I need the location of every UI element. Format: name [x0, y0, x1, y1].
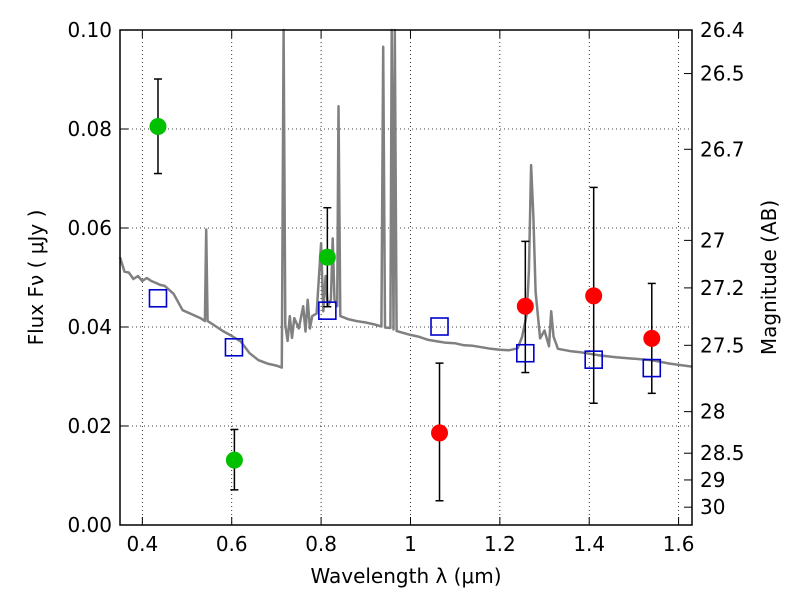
data-point-circle — [643, 329, 661, 347]
data-point-square — [516, 343, 535, 363]
y2-tick-label: 26.7 — [700, 137, 745, 161]
model-spectrum — [118, 28, 693, 369]
y-tick-label: 0.08 — [67, 117, 112, 141]
x-tick-label: 1 — [404, 532, 417, 556]
x-axis: 0.4 0.6 0.8 1 1.2 1.4 1.6 — [126, 30, 695, 556]
data-point-square — [584, 350, 603, 369]
y2-tick-label: 26.5 — [700, 62, 745, 86]
y2-tick-label: 30 — [700, 495, 725, 519]
plot-frame — [119, 29, 693, 526]
data-point-square — [318, 301, 337, 320]
data-point-circle — [431, 424, 449, 442]
y2-tick-label: 29 — [700, 468, 725, 492]
data-point-circle — [585, 287, 603, 305]
x-tick-label: 0.6 — [216, 532, 248, 556]
y2-tick-label: 28.5 — [700, 441, 745, 465]
x-tick-label: 1.2 — [484, 532, 516, 556]
y-tick-label: 0.04 — [67, 315, 112, 339]
y2-tick-label: 27.2 — [700, 276, 745, 300]
y-tick-label: 0.02 — [67, 414, 112, 438]
x-tick-label: 1.4 — [573, 532, 605, 556]
data-point-square — [642, 358, 662, 378]
y-tick-label: 0.00 — [67, 513, 112, 537]
y-tick-label: 0.10 — [67, 18, 112, 42]
y2-tick-label: 28 — [700, 400, 725, 424]
y2-tick-label: 27.5 — [700, 333, 745, 357]
x-tick-label: 0.8 — [305, 532, 337, 556]
spectrum-line — [118, 28, 693, 369]
y2-tick-label: 27 — [700, 228, 725, 252]
data-point-square — [224, 337, 244, 357]
data-point-circle — [149, 118, 167, 136]
data-point-square — [430, 317, 449, 336]
data-point-square — [148, 288, 168, 308]
y2-axis: 26.4 26.5 26.7 27 27.2 27.5 28 28.5 29 30 — [684, 18, 745, 519]
x-tick-label: 0.4 — [126, 532, 158, 556]
x-tick-label: 1.6 — [663, 532, 695, 556]
data-point-circle — [225, 451, 243, 469]
y-tick-label: 0.06 — [67, 216, 112, 240]
y-axis-title: Flux Fν ( μJy ) — [24, 210, 48, 346]
y2-tick-label: 26.4 — [700, 18, 745, 42]
x-axis-title: Wavelength λ (μm) — [310, 564, 501, 588]
data-point-circle — [318, 248, 336, 266]
y2-axis-title: Magnitude (AB) — [757, 200, 781, 355]
data-point-circle — [516, 297, 534, 315]
photometry-points — [148, 78, 662, 502]
y-axis: 0.00 0.02 0.04 0.06 0.08 0.10 — [67, 18, 128, 537]
